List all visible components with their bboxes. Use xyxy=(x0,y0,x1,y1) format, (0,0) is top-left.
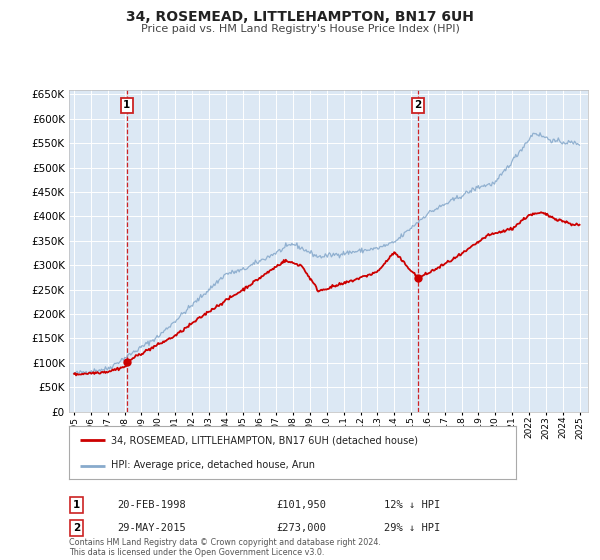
Text: 20-FEB-1998: 20-FEB-1998 xyxy=(117,500,186,510)
Text: HPI: Average price, detached house, Arun: HPI: Average price, detached house, Arun xyxy=(112,460,316,470)
Text: 12% ↓ HPI: 12% ↓ HPI xyxy=(384,500,440,510)
Text: £101,950: £101,950 xyxy=(276,500,326,510)
Text: 2: 2 xyxy=(73,523,80,533)
Text: 1: 1 xyxy=(73,500,80,510)
Text: 29-MAY-2015: 29-MAY-2015 xyxy=(117,523,186,533)
Text: £273,000: £273,000 xyxy=(276,523,326,533)
Text: 29% ↓ HPI: 29% ↓ HPI xyxy=(384,523,440,533)
Text: Contains HM Land Registry data © Crown copyright and database right 2024.
This d: Contains HM Land Registry data © Crown c… xyxy=(69,538,381,557)
Text: Price paid vs. HM Land Registry's House Price Index (HPI): Price paid vs. HM Land Registry's House … xyxy=(140,24,460,34)
Text: 34, ROSEMEAD, LITTLEHAMPTON, BN17 6UH: 34, ROSEMEAD, LITTLEHAMPTON, BN17 6UH xyxy=(126,10,474,24)
Text: 34, ROSEMEAD, LITTLEHAMPTON, BN17 6UH (detached house): 34, ROSEMEAD, LITTLEHAMPTON, BN17 6UH (d… xyxy=(112,436,418,446)
Text: 1: 1 xyxy=(123,100,130,110)
Text: 2: 2 xyxy=(415,100,422,110)
